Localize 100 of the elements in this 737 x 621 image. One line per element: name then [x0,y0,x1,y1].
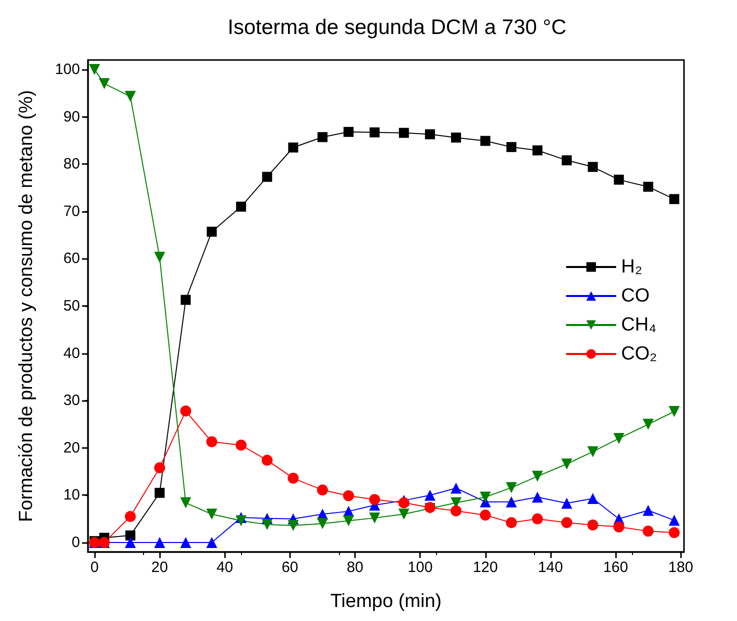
point [643,182,654,192]
x-axis-title: Tiempo (min) [330,591,442,612]
point [668,406,680,417]
x-tick-label: 60 [282,559,298,576]
point [561,458,572,470]
point [317,484,328,496]
point [562,155,572,166]
legend-label: H₂ [621,256,642,278]
point [180,537,192,548]
point [206,508,218,520]
point [125,530,136,540]
point [154,462,166,474]
y-tick-label: 10 [63,486,80,504]
x-tick-label: 160 [603,559,628,576]
point [450,505,462,516]
point [588,162,598,172]
point [288,472,299,484]
point [98,78,110,90]
x-tick-label: 0 [90,559,99,576]
point [288,520,299,532]
point [506,496,517,508]
point [89,64,100,75]
point [532,145,542,156]
point [343,490,354,502]
point [317,132,328,142]
point [398,508,410,520]
point [532,513,543,524]
y-tick-label: 70 [63,202,80,220]
y-tick-label: 40 [63,344,80,362]
point [532,470,543,482]
point [480,136,490,146]
point [180,497,192,508]
point [236,440,247,451]
point [506,142,516,152]
x-tick-label: 80 [346,559,364,576]
point [124,90,136,102]
y-tick-label: 0 [72,534,80,552]
point [424,129,435,140]
point [614,174,624,185]
y-tick-label: 20 [63,439,80,456]
point [561,498,572,509]
point [450,482,462,494]
x-tick-label: 180 [668,559,694,576]
point [343,515,354,526]
legend-label: CO [621,286,650,306]
point [316,518,328,530]
x-tick-label: 120 [472,559,498,576]
x-tick-label: 40 [216,559,234,576]
x-tick-label: 100 [408,559,433,576]
point [587,520,598,531]
point [668,527,680,538]
point [180,406,192,417]
point [424,490,436,501]
point [236,202,246,212]
legend-label: CH₄ [621,314,657,336]
point [480,510,491,521]
point [642,526,654,537]
point [587,493,598,504]
point [613,521,624,532]
point [180,294,191,305]
legend-label: CO₂ [621,344,658,364]
y-tick-label: 90 [63,108,80,126]
point [561,517,572,528]
point [206,226,217,237]
y-tick-label: 30 [63,392,80,410]
y-tick-label: 50 [63,298,80,314]
x-tick-label: 20 [151,559,168,576]
point [154,252,166,263]
point [398,497,410,508]
point [288,142,298,153]
point [236,515,247,526]
y-axis-title: Formación de productos y consumo de metano (%) [16,90,37,522]
point [262,172,272,182]
point [206,436,218,448]
point [642,504,654,516]
point [613,432,624,444]
point [124,537,136,548]
point [398,128,409,138]
point [532,492,543,503]
point [262,519,273,530]
point [668,514,680,526]
point [370,127,380,138]
point [506,482,517,494]
point [506,517,517,528]
point [124,511,136,522]
point [154,537,166,548]
y-tick-label: 80 [63,156,80,173]
chart-title: Isoterma de segunda DCM a 730 °C [228,16,566,39]
y-tick-label: 60 [63,250,80,268]
y-tick-label: 100 [54,60,80,78]
point [344,126,354,137]
point [369,494,380,505]
x-tick-label: 140 [538,559,563,576]
point [369,512,380,524]
point [587,446,598,458]
point [480,492,491,503]
point [262,454,273,466]
point [451,132,462,143]
point [642,418,654,430]
point [669,194,680,204]
